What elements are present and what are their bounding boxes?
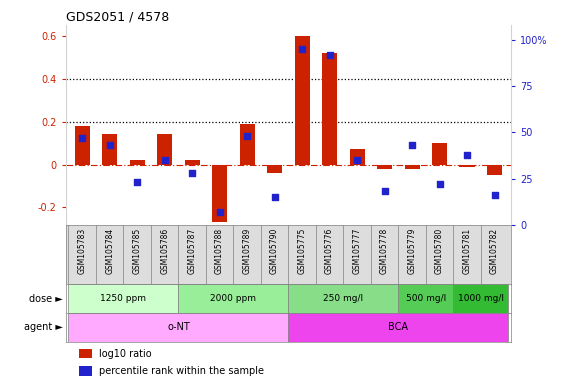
Text: 1250 ppm: 1250 ppm [100, 294, 146, 303]
Text: GSM105784: GSM105784 [105, 228, 114, 274]
Bar [453, 284, 508, 313]
Text: 2000 ppm: 2000 ppm [210, 294, 256, 303]
Point [490, 192, 499, 198]
Bar [267, 164, 282, 173]
Text: GDS2051 / 4578: GDS2051 / 4578 [66, 11, 169, 24]
Bar [69, 313, 288, 342]
Text: GSM105782: GSM105782 [490, 228, 499, 274]
Text: GSM105780: GSM105780 [435, 228, 444, 274]
Point [270, 194, 279, 200]
Bar [79, 349, 93, 358]
Text: GSM105786: GSM105786 [160, 228, 169, 274]
Bar [460, 164, 475, 167]
Text: 1000 mg/l: 1000 mg/l [458, 294, 504, 303]
Point [435, 181, 444, 187]
Point [408, 142, 417, 149]
Bar [178, 284, 288, 313]
Point [160, 157, 169, 163]
Point [78, 135, 87, 141]
Bar [102, 134, 117, 164]
Text: agent ►: agent ► [24, 322, 63, 333]
Text: GSM105777: GSM105777 [352, 228, 361, 274]
Bar [487, 164, 502, 175]
Text: GSM105779: GSM105779 [408, 228, 417, 274]
Text: GSM105785: GSM105785 [132, 228, 142, 274]
Bar [75, 126, 90, 164]
Bar [288, 284, 399, 313]
Text: GSM105781: GSM105781 [463, 228, 472, 274]
Bar [157, 134, 172, 164]
Bar [240, 124, 255, 164]
Point [325, 52, 334, 58]
Bar [212, 164, 227, 222]
Point [380, 189, 389, 195]
Point [243, 133, 252, 139]
Bar [432, 143, 447, 164]
Bar [79, 366, 93, 376]
Point [187, 170, 196, 176]
Bar [295, 36, 309, 164]
Text: GSM105783: GSM105783 [78, 228, 87, 274]
Text: GSM105788: GSM105788 [215, 228, 224, 274]
Bar [399, 284, 453, 313]
Bar [404, 164, 420, 169]
Point [105, 142, 114, 149]
Point [352, 157, 361, 163]
Text: GSM105775: GSM105775 [297, 228, 307, 274]
Text: percentile rank within the sample: percentile rank within the sample [99, 366, 264, 376]
Text: dose ►: dose ► [29, 293, 63, 304]
Point [463, 152, 472, 158]
Text: BCA: BCA [388, 322, 408, 333]
Text: GSM105776: GSM105776 [325, 228, 334, 274]
Bar [349, 149, 365, 164]
Bar [377, 164, 392, 169]
Point [132, 179, 142, 185]
Text: o-NT: o-NT [167, 322, 190, 333]
Point [297, 46, 307, 53]
Text: GSM105790: GSM105790 [270, 228, 279, 274]
Text: GSM105789: GSM105789 [243, 228, 252, 274]
Text: 250 mg/l: 250 mg/l [323, 294, 363, 303]
Bar [130, 160, 144, 164]
Bar [322, 53, 337, 164]
Text: GSM105787: GSM105787 [188, 228, 196, 274]
Bar [69, 284, 178, 313]
Bar [288, 313, 508, 342]
Point [215, 209, 224, 215]
Bar [184, 160, 200, 164]
Text: GSM105778: GSM105778 [380, 228, 389, 274]
Text: 500 mg/l: 500 mg/l [405, 294, 446, 303]
Text: log10 ratio: log10 ratio [99, 349, 152, 359]
